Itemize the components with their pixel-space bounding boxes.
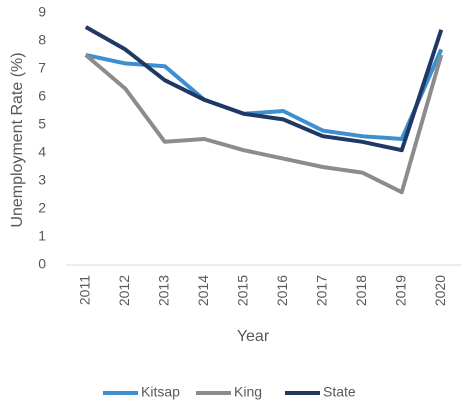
y-tick-label: 5 bbox=[38, 116, 46, 132]
y-tick-label: 1 bbox=[38, 228, 46, 244]
y-tick-label: 3 bbox=[38, 172, 46, 188]
y-tick-label: 8 bbox=[38, 32, 46, 48]
legend-label: State bbox=[323, 384, 356, 400]
x-axis-title: Year bbox=[237, 328, 270, 345]
y-tick-label: 7 bbox=[38, 60, 46, 76]
x-tick-label: 2017 bbox=[313, 275, 329, 306]
x-tick-label: 2014 bbox=[195, 275, 211, 306]
x-tick-label: 2016 bbox=[274, 275, 290, 306]
y-tick-label: 9 bbox=[38, 4, 46, 20]
legend-label: King bbox=[234, 384, 262, 400]
y-tick-label: 4 bbox=[38, 144, 46, 160]
x-tick-label: 2019 bbox=[392, 275, 408, 306]
x-tick-label: 2015 bbox=[234, 275, 250, 306]
line-series bbox=[85, 48, 444, 141]
x-tick-label: 2013 bbox=[155, 275, 171, 306]
y-axis-title: Unemployment Rate (%) bbox=[9, 52, 26, 227]
line-series bbox=[84, 25, 444, 153]
x-tick-label: 2018 bbox=[353, 275, 369, 306]
legend-label: Kitsap bbox=[141, 384, 180, 400]
y-tick-label: 6 bbox=[38, 88, 46, 104]
y-tick-label: 0 bbox=[38, 256, 46, 272]
y-tick-label: 2 bbox=[38, 200, 46, 216]
x-tick-label: 2020 bbox=[432, 275, 448, 306]
x-tick-label: 2012 bbox=[116, 275, 132, 306]
line-series bbox=[84, 53, 444, 195]
x-tick-label: 2011 bbox=[76, 275, 92, 305]
